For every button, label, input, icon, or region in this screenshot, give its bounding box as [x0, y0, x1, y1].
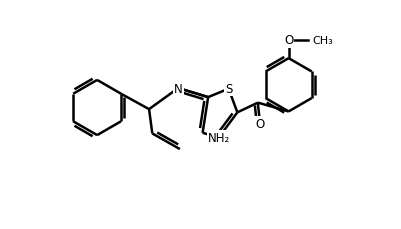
Text: O: O	[284, 34, 293, 47]
Text: NH₂: NH₂	[207, 131, 229, 144]
Text: S: S	[224, 83, 232, 96]
Text: O: O	[255, 118, 264, 131]
Text: CH₃: CH₃	[311, 36, 332, 46]
Text: N: N	[174, 82, 182, 95]
